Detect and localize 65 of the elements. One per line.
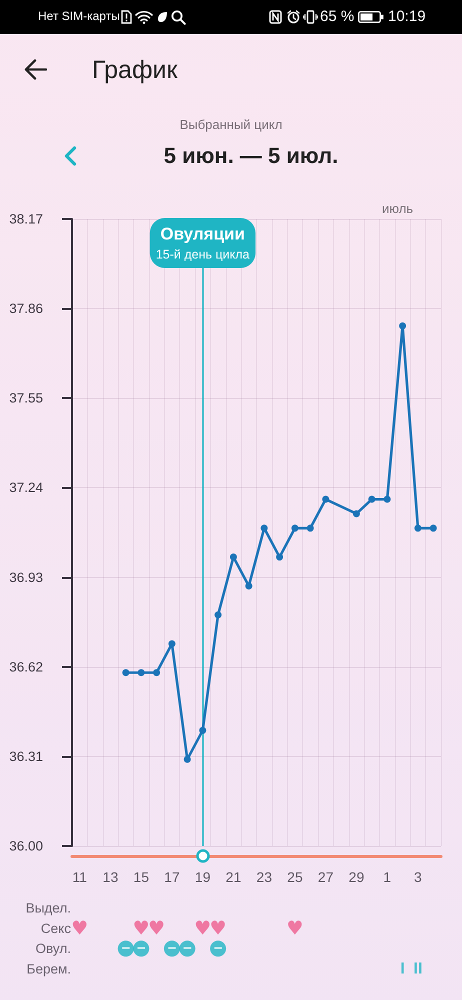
x-tick-label: 21 — [226, 869, 242, 885]
text: Выбранный цикл — [180, 117, 282, 133]
point — [291, 524, 298, 532]
text: 65 % — [320, 8, 354, 26]
x-tick-label: 19 — [194, 869, 211, 885]
ref-line-label: Овуляции 15-й день цикла — [156, 224, 250, 262]
point — [384, 496, 391, 503]
text: II — [413, 960, 422, 978]
point — [260, 524, 268, 532]
x-tick-label: 23 — [256, 869, 272, 885]
text: ♥ — [286, 917, 304, 940]
x-tick-label: 17 — [164, 869, 180, 885]
chart-subtitle: 5 июн. — 5 июл. — [164, 143, 338, 168]
text: − — [168, 940, 176, 958]
point — [138, 669, 145, 676]
x-tick-label: 25 — [287, 869, 303, 885]
x-tick-label: 29 — [348, 869, 364, 885]
y-tick-label: 36.00 — [9, 838, 43, 854]
y-tick-label: Секс — [40, 920, 72, 936]
text: − — [136, 940, 146, 958]
text: I — [400, 960, 405, 978]
point — [245, 582, 252, 590]
point — [430, 524, 437, 532]
point — [276, 554, 284, 561]
x-tick-label: 15 — [133, 869, 150, 885]
y-tick-label: 36.93 — [9, 570, 43, 585]
x-tick-label: 1 — [383, 869, 392, 885]
point — [122, 669, 130, 676]
point — [414, 524, 422, 532]
y-tick-label: 37.55 — [9, 390, 43, 406]
text: ♥ — [71, 917, 88, 940]
chart-title: График — [92, 56, 178, 85]
point — [352, 510, 360, 518]
text: − — [182, 940, 192, 958]
text: ♥ — [148, 917, 166, 940]
point — [399, 322, 406, 330]
point — [153, 669, 160, 676]
text: − — [214, 940, 222, 958]
y-tick-label: 37.24 — [9, 480, 44, 496]
y-tick-label: 36.31 — [9, 748, 43, 764]
text: ♥ — [194, 917, 212, 940]
point — [184, 756, 191, 763]
x-tick-label: 27 — [318, 869, 334, 885]
text: 10:19 — [388, 8, 426, 26]
y-tick-label: 37.86 — [9, 301, 43, 316]
text: ♥ — [210, 917, 227, 940]
x-tick-label: 11 — [72, 869, 88, 885]
point — [322, 496, 330, 503]
y-tick-label: Выдел. — [26, 900, 71, 916]
text: ♥ — [132, 917, 150, 940]
y-tick-label: 36.62 — [9, 659, 43, 674]
text: − — [121, 940, 130, 958]
point — [214, 611, 222, 618]
text: июль — [382, 201, 414, 217]
point — [168, 640, 176, 648]
point — [306, 524, 314, 532]
x-tick-label: 3 — [414, 869, 422, 885]
x-tick-label: 13 — [102, 869, 118, 885]
y-tick-label: Овул. — [36, 941, 71, 956]
point — [368, 496, 376, 503]
point — [230, 554, 237, 561]
y-tick-label: 38.17 — [9, 212, 43, 226]
y-tick-label: Берем. — [26, 961, 71, 976]
point — [199, 726, 206, 734]
text: Нет SIM-карты — [38, 9, 120, 24]
